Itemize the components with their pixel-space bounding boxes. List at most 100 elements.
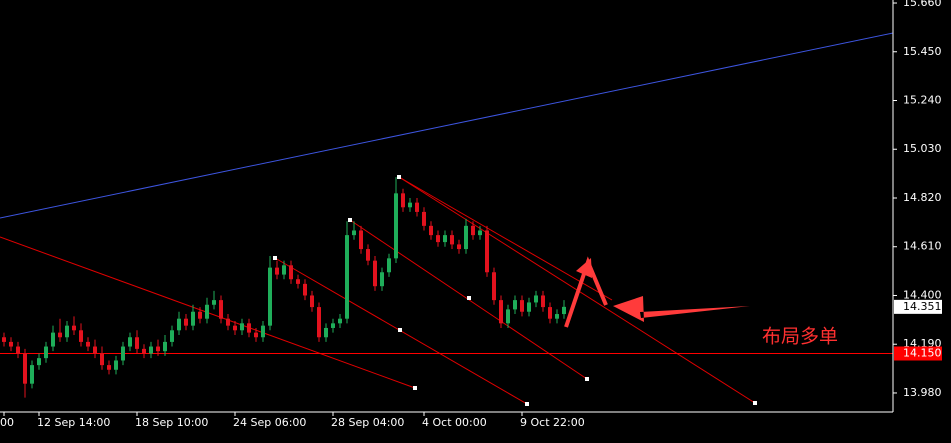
candle-body <box>492 272 496 301</box>
candle-body <box>310 295 314 308</box>
x-tick-label: 00 <box>0 416 14 429</box>
candle-body <box>100 353 104 366</box>
candle-body <box>401 193 405 208</box>
candle-body <box>548 307 552 319</box>
candle-body <box>107 365 111 370</box>
candle-body <box>44 346 48 359</box>
candle-body <box>513 300 517 310</box>
candle-body <box>128 337 132 347</box>
candle-body <box>485 230 489 273</box>
candle-body <box>338 318 342 324</box>
candle-body <box>114 360 118 370</box>
candle-body <box>457 244 461 250</box>
candle-body <box>191 311 195 326</box>
candle-body <box>23 353 27 384</box>
candle-body <box>387 258 391 273</box>
candle-body <box>324 327 328 338</box>
candle-body <box>79 330 83 342</box>
candle-body <box>422 211 426 226</box>
candle-body <box>317 307 321 338</box>
price-label-box <box>894 299 942 314</box>
candle-body <box>415 202 419 212</box>
y-tick-label: 14.610 <box>903 240 942 253</box>
candle-body <box>261 325 265 338</box>
candle-body <box>142 348 146 354</box>
candle-body <box>205 304 209 319</box>
candle-body <box>198 311 202 319</box>
candle-body <box>464 225 468 250</box>
x-tick-label: 4 Oct 00:00 <box>422 416 487 429</box>
candle-body <box>527 302 531 312</box>
candle-body <box>443 235 447 243</box>
x-tick-label: 24 Sep 06:00 <box>233 416 306 429</box>
candle-body <box>394 193 398 259</box>
channel-line <box>398 176 613 301</box>
candle-body <box>275 267 279 275</box>
y-tick-label: 15.660 <box>903 0 942 9</box>
candle-body <box>296 279 300 284</box>
candle-body <box>429 225 433 236</box>
x-tick-label: 9 Oct 22:00 <box>520 416 585 429</box>
candle-body <box>51 332 55 347</box>
candle-body <box>2 337 6 342</box>
x-tick-label: 12 Sep 14:00 <box>37 416 110 429</box>
candle-body <box>499 300 503 324</box>
candle-body <box>478 230 482 236</box>
y-tick-label: 14.400 <box>903 288 942 301</box>
candle-body <box>219 300 223 319</box>
candle-body <box>450 235 454 245</box>
y-tick-label: 13.980 <box>903 386 942 399</box>
candle-body <box>9 341 13 347</box>
candle-body <box>72 325 76 331</box>
candle-body <box>177 318 181 331</box>
plot-area <box>0 177 893 398</box>
candle-body <box>254 332 258 338</box>
candle-body <box>380 272 384 287</box>
candle-body <box>408 202 412 208</box>
annotation: 布局多单 <box>762 326 838 348</box>
candle-body <box>135 337 139 349</box>
y-tick-label: 14.820 <box>903 191 942 204</box>
candle-body <box>282 265 286 275</box>
candle-body <box>289 265 293 280</box>
candle-body <box>58 332 62 338</box>
candle-body <box>541 295 545 308</box>
candle-body <box>303 283 307 296</box>
candle-body <box>16 346 20 354</box>
level-label: 14.150 <box>903 347 942 360</box>
candle-body <box>436 235 440 243</box>
candle-body <box>352 230 356 236</box>
candle-body <box>345 235 349 319</box>
candle-body <box>226 318 230 326</box>
candle-body <box>184 318 188 326</box>
candle-body <box>555 314 559 319</box>
candle-body <box>562 306 566 315</box>
y-tick-label: 15.450 <box>903 45 942 58</box>
candle-body <box>86 341 90 347</box>
candle-body <box>170 330 174 342</box>
candle-body <box>121 346 125 361</box>
level-label-box <box>894 346 942 361</box>
candle-body <box>149 346 153 354</box>
candle-body <box>520 300 524 312</box>
x-tick-label: 18 Sep 10:00 <box>135 416 208 429</box>
anchor-points <box>273 175 757 406</box>
candle-body <box>359 230 363 250</box>
candle-body <box>30 365 34 384</box>
candle-body <box>247 323 251 333</box>
candle-body <box>212 300 216 305</box>
candle-body <box>163 341 167 352</box>
candle-body <box>373 260 377 287</box>
candle-body <box>471 225 475 236</box>
arrow <box>613 296 750 322</box>
y-tick-label: 15.030 <box>903 142 942 155</box>
arrow-head <box>576 258 592 278</box>
candle-body <box>65 325 69 338</box>
candle-body <box>240 323 244 331</box>
candle-body <box>331 323 335 328</box>
candle-body <box>233 325 237 331</box>
candle-body <box>534 295 538 303</box>
candle-body <box>506 309 510 324</box>
candle-body <box>156 346 160 352</box>
